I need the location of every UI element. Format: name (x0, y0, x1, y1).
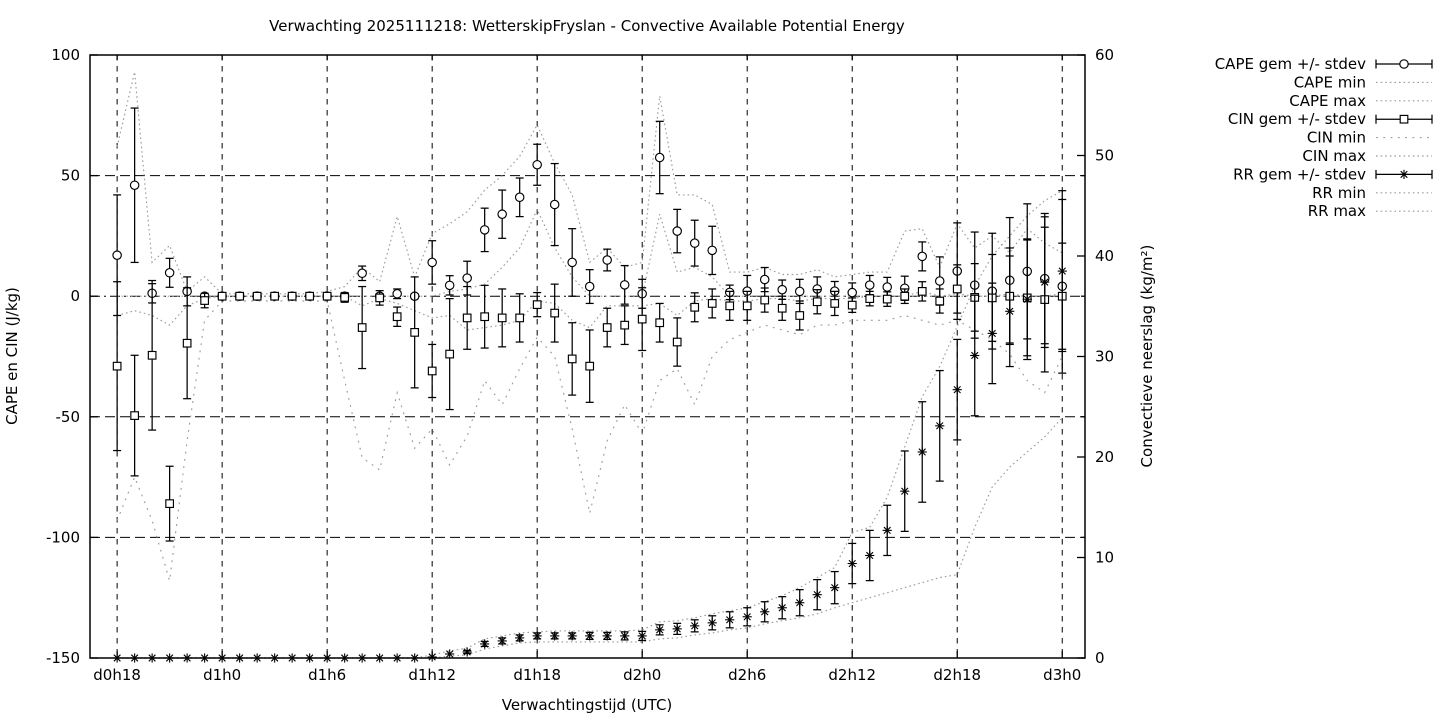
legend-item: CIN max (1302, 147, 1432, 165)
y-right-tick-label: 10 (1095, 549, 1114, 567)
legend-item-label: RR min (1312, 184, 1366, 202)
series-cape-mean-errorbars (112, 107, 1068, 374)
x-tick-label: d0h18 (93, 666, 141, 684)
y-left-tick-label: -50 (56, 408, 81, 426)
legend-item: RR min (1312, 184, 1432, 202)
x-tick-label: d2h6 (728, 666, 766, 684)
y-right-tick-label: 50 (1095, 147, 1114, 165)
x-tick-label: d3h0 (1043, 666, 1081, 684)
y-left-tick-label: 50 (61, 167, 80, 185)
x-tick-label: d2h12 (828, 666, 876, 684)
legend-item-label: CIN min (1307, 129, 1366, 147)
series-cape-max-line (116, 71, 1063, 295)
legend-item: CAPE max (1289, 92, 1432, 110)
legend-item: CAPE gem +/- stdev (1215, 55, 1433, 73)
y-axis-left-label: CAPE en CIN (J/kg) (3, 287, 21, 425)
y-left-tick-label: -100 (46, 528, 80, 546)
y-right-tick-label: 20 (1095, 448, 1114, 466)
legend-item-label: CAPE gem +/- stdev (1215, 55, 1366, 73)
chart-title: Verwachting 2025111218: WetterskipFrysla… (269, 17, 905, 35)
series-cin-min-line (116, 300, 1063, 581)
x-tick-label: d2h0 (623, 666, 661, 684)
x-tick-label: d2h18 (933, 666, 981, 684)
legend-item: CIN gem +/- stdev (1228, 110, 1433, 128)
legend-item-label: CIN gem +/- stdev (1228, 110, 1366, 128)
y-left-tick-label: 0 (70, 287, 80, 305)
x-tick-label: d1h12 (408, 666, 456, 684)
legend-item-label: CIN max (1302, 147, 1366, 165)
y-right-tick-label: 30 (1095, 348, 1114, 366)
legend-item: RR gem +/- stdev (1233, 165, 1433, 183)
x-tick-label: d1h18 (513, 666, 561, 684)
x-axis-label: Verwachtingstijd (UTC) (502, 696, 673, 714)
y-axis-right-label: Convectieve neerslag (kg/m²) (1138, 245, 1156, 468)
x-tick-label: d1h6 (308, 666, 346, 684)
plot-grid (90, 55, 1085, 658)
y-left-tick-label: 100 (51, 46, 80, 64)
legend-item-label: CAPE min (1294, 73, 1366, 91)
x-tick-label: d1h0 (203, 666, 241, 684)
legend-item-label: CAPE max (1289, 92, 1366, 110)
series-rr-mean-errorbars (112, 190, 1067, 663)
legend-item: CAPE min (1294, 73, 1432, 91)
legend-item: CIN min (1307, 129, 1432, 147)
legend-item: RR max (1308, 202, 1432, 220)
y-right-tick-label: 0 (1095, 649, 1105, 667)
y-right-tick-label: 40 (1095, 247, 1114, 265)
y-left-tick-label: -150 (46, 649, 80, 667)
legend-item-label: RR gem +/- stdev (1233, 165, 1366, 183)
legend-item-label: RR max (1308, 202, 1366, 220)
y-right-tick-label: 60 (1095, 46, 1114, 64)
